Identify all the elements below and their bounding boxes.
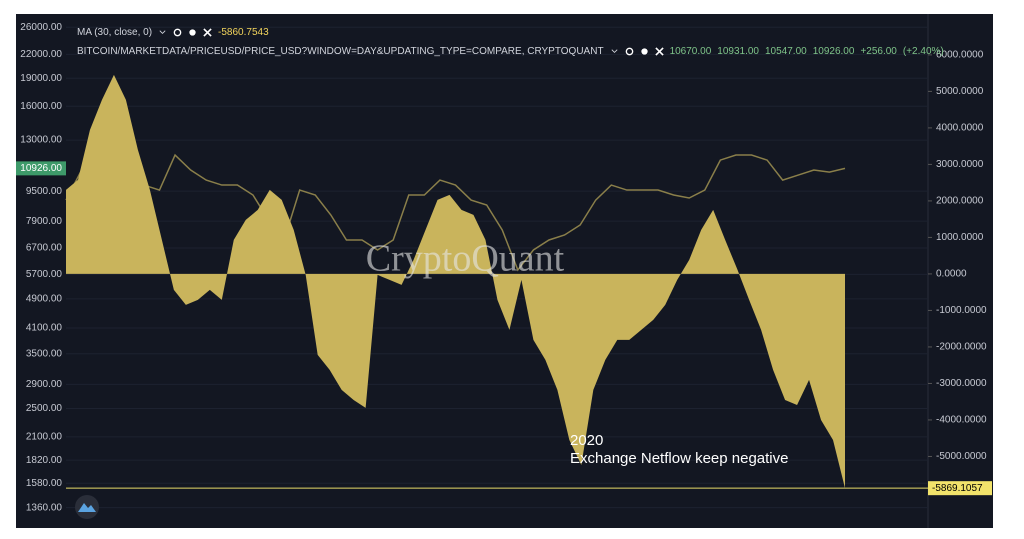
legend-value: 10670.00	[669, 46, 712, 57]
close-icon[interactable]	[654, 47, 664, 56]
y-tick-label: 4100.00	[26, 323, 63, 334]
settings-icon[interactable]	[188, 28, 197, 37]
y-tick-label: 6700.00	[26, 243, 63, 254]
legend-value: +256.00	[860, 46, 897, 57]
y-tick-label: 1360.00	[26, 502, 63, 513]
legend-value: 10931.00	[717, 46, 759, 57]
y2-tick-label: -3000.0000	[936, 378, 987, 389]
y-tick-label: 3500.00	[26, 348, 63, 359]
price-line	[65, 128, 846, 272]
netflow-area	[66, 74, 845, 489]
y-tick-label: 9500.00	[26, 186, 63, 197]
y2-tick-label: -1000.0000	[936, 305, 987, 316]
eye-icon[interactable]	[173, 28, 182, 37]
logo-icon	[78, 503, 96, 512]
annotation: Exchange Netflow keep negative	[570, 450, 788, 467]
y2-tick-label: -4000.0000	[936, 415, 987, 426]
legend-value: 10926.00	[812, 46, 855, 57]
y2-tick-label: 6000.0000	[936, 50, 984, 61]
legend-name: BITCOIN/MARKETDATA/PRICEUSD/PRICE_USD?WI…	[77, 46, 604, 57]
marks	[65, 74, 846, 489]
y-tick-label: 13000.00	[20, 135, 62, 146]
y-tick-label: 16000.00	[20, 101, 62, 112]
legend-value: (+2.40%)	[902, 46, 944, 57]
y2-tick-label: 4000.0000	[936, 123, 984, 134]
y2-tick-label: 3000.0000	[936, 159, 984, 170]
watermark: CryptoQuant	[366, 238, 565, 280]
y2-tick-label: 5000.0000	[936, 86, 984, 97]
y-tick-label: 2900.00	[26, 379, 63, 390]
y-tick-label: 26000.00	[20, 22, 62, 33]
y-tick-label: 2100.00	[26, 432, 63, 443]
y2-tick-label: 2000.0000	[936, 196, 984, 207]
y2-tick-label: -5000.0000	[936, 451, 987, 462]
last-value-box	[16, 161, 66, 176]
last-value-label: -5869.1057	[932, 483, 983, 494]
legend-value: -5860.7543	[218, 27, 269, 38]
chart-panel	[16, 14, 993, 528]
settings-icon[interactable]	[640, 47, 649, 56]
eye-icon[interactable]	[625, 47, 634, 56]
legend-row: MA (30, close, 0) -5860.7543	[77, 27, 269, 38]
y-tick-label: 2500.00	[26, 403, 63, 414]
chevron-icon[interactable]	[158, 28, 167, 37]
close-icon[interactable]	[203, 28, 212, 37]
legend-value: 10547.00	[765, 46, 807, 57]
chevron-icon[interactable]	[610, 47, 619, 56]
axes: 1360.00 1580.00 1820.00 2100.00 2500.00 2900.…	[16, 22, 992, 513]
y2-tick-label: -2000.0000	[936, 342, 987, 353]
y-tick-label: 7900.00	[26, 216, 63, 227]
legend-row: BITCOIN/MARKETDATA/PRICEUSD/PRICE_USD?WI…	[77, 46, 944, 57]
y-tick-label: 4900.00	[26, 294, 63, 305]
legend-name: MA (30, close, 0)	[77, 27, 153, 38]
y-tick-label: 19000.00	[20, 73, 62, 84]
y-tick-label: 1820.00	[26, 455, 63, 466]
y2-tick-label: 0.0000	[936, 269, 967, 280]
last-value-box	[928, 481, 992, 496]
y-tick-label: 5700.00	[26, 269, 63, 280]
last-value-label: 10926.00	[20, 163, 62, 174]
y-tick-label: 22000.00	[20, 49, 62, 60]
y2-tick-label: 1000.0000	[936, 232, 984, 243]
y-tick-label: 1580.00	[26, 478, 63, 489]
annotation: 2020	[570, 432, 603, 449]
